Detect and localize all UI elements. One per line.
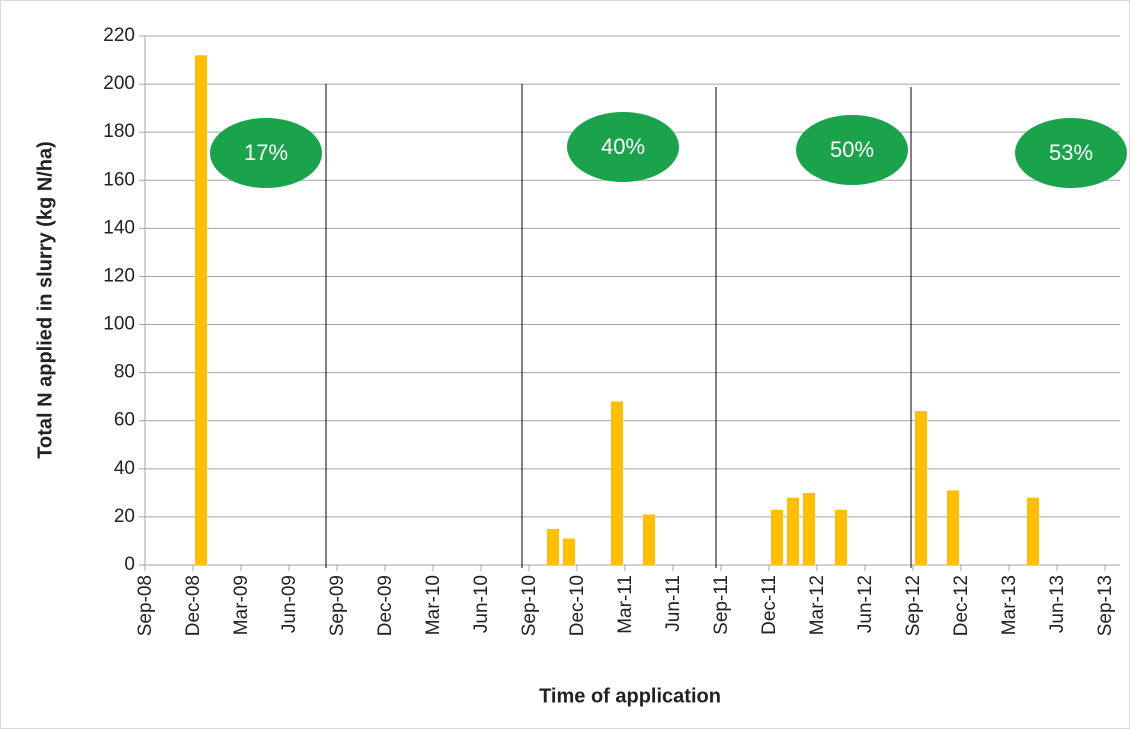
x-tick-label: Dec-10: [567, 575, 588, 636]
x-tick-label: Mar-12: [807, 575, 828, 635]
y-tick-label: 180: [103, 121, 135, 142]
annotation-bubble: [1015, 118, 1127, 188]
period-dividers: [325, 84, 912, 568]
x-tick-label: Mar-10: [423, 575, 444, 635]
y-tick-label: 160: [103, 169, 135, 190]
annotation-label: 50%: [830, 137, 874, 162]
x-tick-label: Jun-12: [855, 575, 876, 633]
annotation-bubble: [567, 112, 679, 182]
x-tick-label: Sep-10: [519, 575, 540, 636]
y-tick-label: 220: [103, 25, 135, 46]
x-tick-label: Mar-11: [615, 575, 636, 634]
annotation-label: 17%: [244, 140, 288, 165]
bar: [787, 497, 799, 565]
x-tick-label: Jun-11: [663, 575, 684, 632]
x-tick-label: Jun-09: [279, 575, 300, 633]
y-tick-label: 100: [103, 314, 135, 335]
x-tick-label: Mar-09: [231, 575, 252, 635]
x-tick-label: Sep-12: [903, 575, 924, 636]
annotation-label: 40%: [601, 134, 645, 159]
y-tick-label: 0: [124, 554, 135, 575]
bar: [547, 528, 559, 565]
bar: [611, 401, 623, 565]
x-tick-label: Dec-11: [759, 575, 780, 635]
x-tick-label: Dec-09: [375, 575, 396, 636]
y-tick-label: 60: [114, 410, 135, 431]
bar: [643, 514, 655, 565]
x-tick-label: Sep-09: [327, 575, 348, 636]
y-tick-label: 200: [103, 73, 135, 94]
y-tick-label: 20: [114, 506, 135, 527]
annotation-label: 53%: [1049, 140, 1093, 165]
bar: [947, 490, 959, 565]
x-tick-label: Jun-10: [471, 575, 492, 633]
bar: [771, 509, 783, 565]
y-tick-label: 40: [114, 458, 135, 479]
x-tick-label: Mar-13: [999, 575, 1020, 635]
bar: [835, 509, 847, 565]
bar: [915, 411, 927, 565]
x-tick-label: Jun-13: [1047, 575, 1068, 633]
bar: [563, 538, 575, 565]
y-axis-title: Total N applied in slurry (kg N/ha): [34, 141, 56, 458]
x-tick-label: Dec-12: [951, 575, 972, 636]
x-tick-label: Dec-08: [183, 575, 204, 636]
x-tick-label: Sep-08: [135, 575, 156, 636]
y-tick-label: 140: [103, 217, 135, 238]
x-tick-label: Sep-13: [1095, 575, 1116, 636]
y-tick-label: 120: [103, 265, 135, 286]
bar: [803, 492, 815, 565]
x-axis-title: Time of application: [539, 685, 721, 707]
bar: [1027, 497, 1039, 565]
annotation-bubble: [210, 118, 322, 188]
annotation-bubble: [796, 115, 908, 185]
x-tick-label: Sep-11: [711, 575, 732, 635]
bar: [195, 55, 207, 566]
y-tick-label: 80: [114, 362, 135, 383]
